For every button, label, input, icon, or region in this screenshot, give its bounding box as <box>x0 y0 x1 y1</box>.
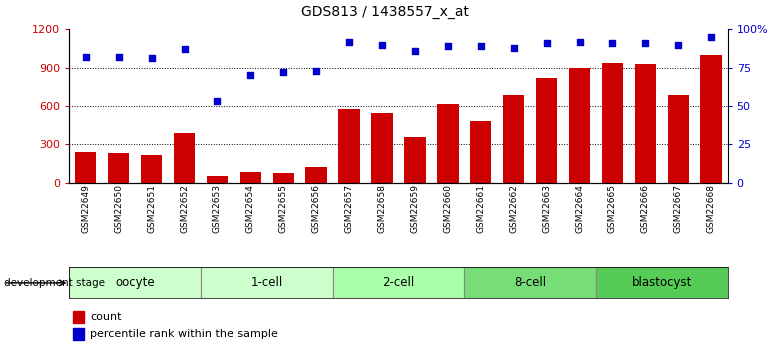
Text: 1-cell: 1-cell <box>251 276 283 289</box>
Bar <box>201 267 333 298</box>
Point <box>541 40 553 46</box>
Point <box>146 56 158 61</box>
Bar <box>206 176 228 183</box>
Point <box>574 39 586 45</box>
Point <box>277 70 290 75</box>
Point <box>310 68 323 73</box>
Bar <box>470 121 491 183</box>
Bar <box>72 328 85 340</box>
Point <box>705 34 718 40</box>
Text: GDS813 / 1438557_x_at: GDS813 / 1438557_x_at <box>301 5 469 19</box>
Point <box>672 42 685 48</box>
Bar <box>404 137 426 183</box>
Bar <box>69 267 201 298</box>
Bar <box>108 154 129 183</box>
Bar <box>72 310 85 323</box>
Bar <box>273 172 294 183</box>
Bar <box>536 78 557 183</box>
Point <box>211 99 223 104</box>
Bar <box>174 133 196 183</box>
Point <box>409 48 421 53</box>
Text: 2-cell: 2-cell <box>383 276 414 289</box>
Point <box>244 72 256 78</box>
Bar <box>239 172 261 183</box>
Point <box>179 47 191 52</box>
Point <box>606 40 618 46</box>
Bar <box>634 64 656 183</box>
Point <box>79 54 92 60</box>
Bar <box>569 68 591 183</box>
Bar <box>668 95 689 183</box>
Text: oocyte: oocyte <box>116 276 155 289</box>
Bar <box>464 267 596 298</box>
Bar <box>437 104 459 183</box>
Bar <box>306 167 327 183</box>
Bar <box>596 267 728 298</box>
Bar <box>333 267 464 298</box>
Bar <box>338 109 360 183</box>
Bar <box>701 55 722 183</box>
Bar <box>503 95 524 183</box>
Point <box>474 43 487 49</box>
Bar <box>371 113 393 183</box>
Point <box>112 54 125 60</box>
Text: blastocyst: blastocyst <box>631 276 692 289</box>
Bar <box>601 62 623 183</box>
Point <box>507 45 520 50</box>
Text: development stage: development stage <box>4 278 105 288</box>
Point <box>376 42 388 48</box>
Text: percentile rank within the sample: percentile rank within the sample <box>90 329 278 339</box>
Text: count: count <box>90 312 122 322</box>
Point <box>343 39 355 45</box>
Bar <box>141 155 162 183</box>
Bar <box>75 151 96 183</box>
Point <box>442 43 454 49</box>
Text: 8-cell: 8-cell <box>514 276 546 289</box>
Point <box>639 40 651 46</box>
